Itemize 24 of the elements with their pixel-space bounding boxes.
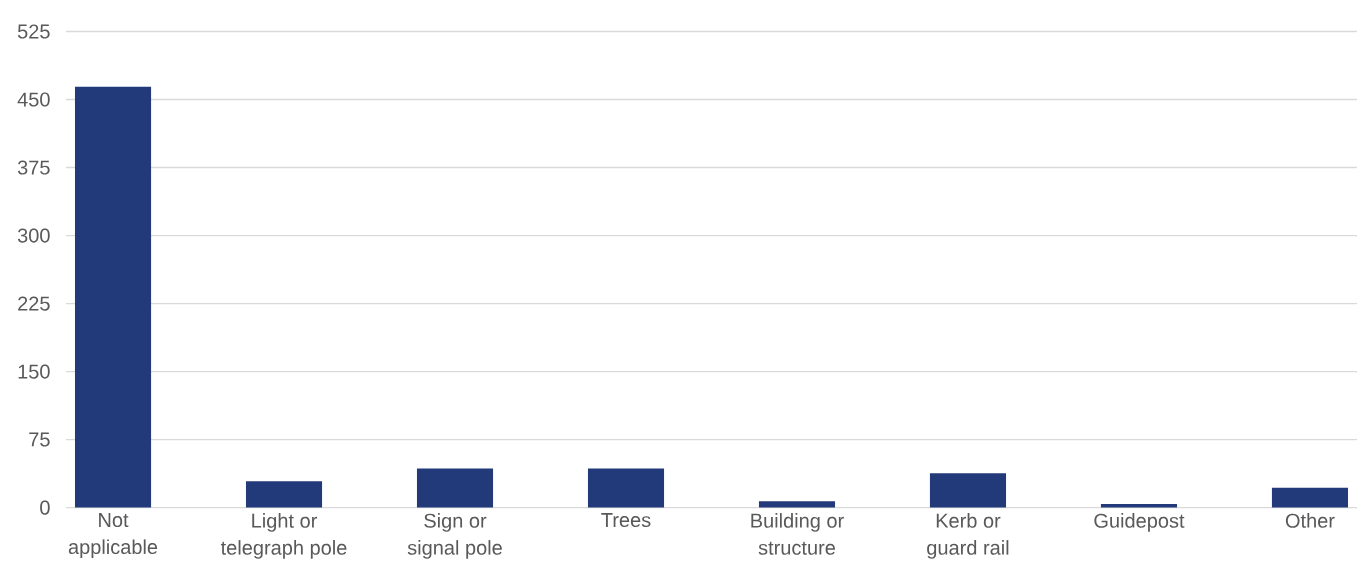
x-tick-label: Trees	[601, 513, 651, 528]
y-tick-label: 75	[29, 432, 50, 447]
bar	[1271, 487, 1349, 508]
bar	[416, 468, 494, 508]
y-tick-label: 0	[40, 500, 50, 515]
bar	[1100, 503, 1178, 508]
y-tick-label: 300	[17, 228, 50, 243]
bar	[587, 468, 665, 508]
x-tick-label: Light or telegraph pole	[220, 513, 347, 559]
x-tick-label: Guidepost	[1094, 513, 1185, 532]
bar	[758, 501, 836, 508]
x-tick-label: Kerb or guard rail	[927, 513, 1009, 559]
bar	[74, 86, 152, 508]
y-tick-label: 375	[17, 160, 50, 175]
x-tick-label: Building or structure	[751, 513, 844, 555]
x-tick-label: Not applicable	[68, 513, 158, 559]
bar	[245, 481, 323, 508]
y-tick-label: 150	[18, 364, 50, 379]
y-tick-label: 525	[17, 24, 50, 39]
bar	[929, 473, 1007, 508]
x-tick-label: Other	[1285, 513, 1335, 528]
y-tick-label: 450	[17, 92, 50, 107]
y-tick-label: 225	[18, 296, 50, 311]
x-tick-label: Sign or signal pole	[407, 513, 502, 559]
